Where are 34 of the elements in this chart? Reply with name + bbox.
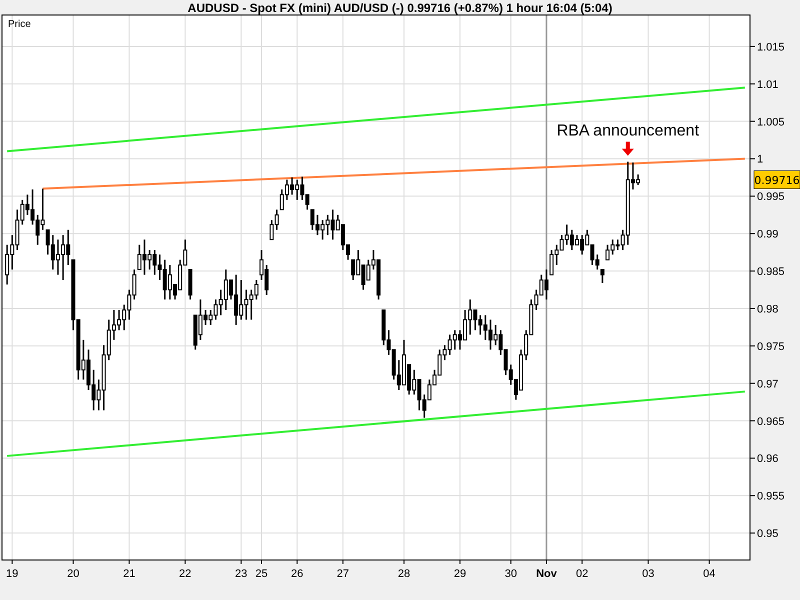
y-tick-label: 0.99 (757, 228, 778, 241)
y-tick-label: 1 (757, 154, 764, 166)
x-tick-label: 28 (398, 568, 410, 580)
y-tick-label: 0.98 (757, 303, 778, 316)
y-tick-label: 0.96 (757, 453, 778, 466)
y-axis-title: Price (8, 19, 32, 30)
x-tick-label: 04 (703, 568, 716, 580)
x-tick-label: 30 (504, 568, 517, 580)
chart-title: AUDUSD - Spot FX (mini) AUD/USD (-) 0.99716 (+0.87%) 1 hour 16:04 (5:04) (188, 1, 612, 15)
x-tick-label: 29 (454, 568, 466, 580)
x-tick-label: 02 (576, 568, 588, 580)
y-tick-label: 0.965 (757, 416, 785, 428)
y-tick-label: 1.01 (757, 78, 778, 91)
y-tick-label: 1.015 (757, 41, 785, 54)
x-tick-label: 23 (235, 568, 248, 580)
x-tick-label: 20 (67, 568, 80, 580)
y-tick-label: 0.975 (757, 340, 785, 353)
x-tick-label: 25 (255, 568, 268, 580)
annotation: RBA announcement (556, 122, 700, 140)
x-tick-label: 22 (179, 568, 192, 580)
y-tick-label: 0.995 (757, 191, 785, 204)
candlestick (600, 268, 604, 284)
text: 0.99716 (754, 174, 800, 188)
y-tick-label: 0.95 (757, 528, 778, 540)
x-tick-label: 21 (123, 568, 136, 580)
x-tick-label: 27 (336, 568, 350, 580)
y-tick-label: 0.955 (757, 490, 785, 503)
y-tick-label: 0.985 (757, 266, 785, 278)
y-tick-label: 0.97 (757, 378, 778, 390)
x-tick-label: 26 (291, 568, 304, 580)
x-tick-label: 03 (642, 568, 654, 580)
x-tick-label: Nov (536, 568, 558, 580)
y-tick-label: 1.005 (757, 116, 785, 128)
x-tick-label: 19 (6, 568, 18, 580)
